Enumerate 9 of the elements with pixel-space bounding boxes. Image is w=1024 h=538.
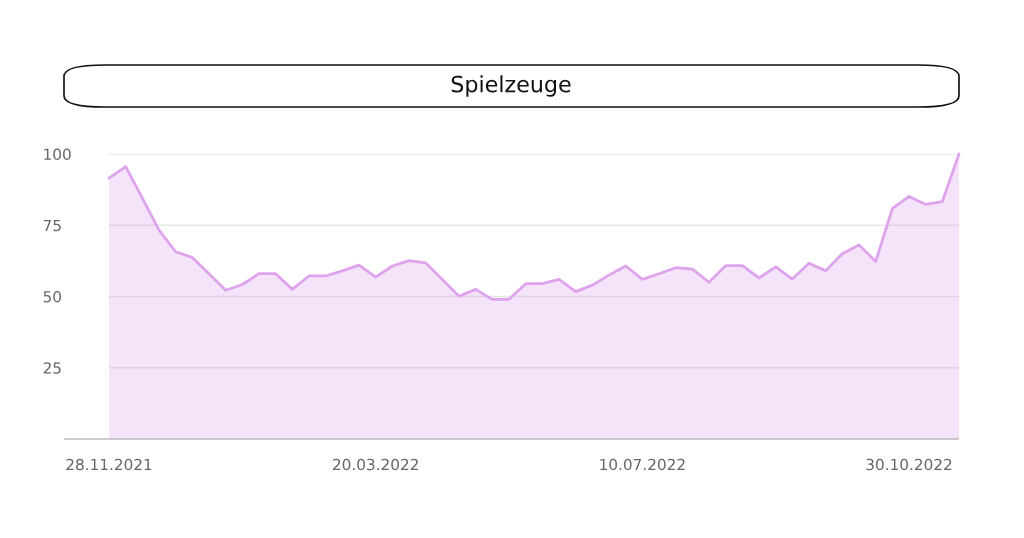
- y-tick-label: 25: [43, 362, 61, 374]
- x-tick-label: 28.11.2021: [66, 458, 152, 471]
- x-tick-label: 10.07.2022: [600, 458, 685, 471]
- chart-title: Spielzeuge: [451, 75, 571, 97]
- y-tick-label: 50: [43, 290, 61, 303]
- x-tick-label: 20.03.2022: [333, 458, 418, 471]
- y-tick-label: 75: [43, 219, 61, 232]
- x-tick-label: 30.10.2022: [866, 458, 952, 471]
- y-tick-label: 100: [44, 148, 71, 161]
